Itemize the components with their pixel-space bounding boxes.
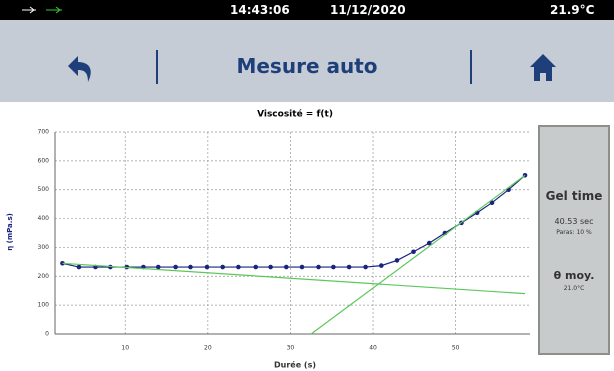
data-point	[284, 264, 289, 270]
y-tick-label: 400	[38, 215, 50, 222]
data-point	[204, 264, 210, 270]
y-tick-label: 0	[45, 331, 49, 338]
data-point	[426, 240, 432, 246]
gel-value: 40.53 sec	[554, 217, 594, 226]
chart: Viscosité = f(t) Durée (s) η (mPa.s) 0 10…	[6, 109, 530, 370]
data-point	[188, 264, 193, 270]
data-point	[253, 264, 259, 270]
usb-icons	[22, 6, 62, 14]
back-button[interactable]	[64, 54, 98, 84]
data-point	[316, 264, 321, 270]
data-point	[363, 264, 368, 270]
data-point	[489, 200, 495, 205]
data-point	[394, 258, 400, 263]
chart-title: Viscosité = f(t)	[257, 109, 333, 120]
separator	[156, 50, 158, 84]
y-axis-label: η (mPa.s)	[6, 213, 14, 251]
x-tick-label: 40	[369, 345, 377, 352]
data-point	[331, 264, 336, 270]
gel-note: Paras: 10 %	[556, 229, 592, 236]
y-tick-label: 700	[38, 129, 50, 136]
separator	[470, 50, 472, 84]
gel-label: Gel time	[545, 189, 603, 203]
series-line	[62, 174, 526, 268]
date: 11/12/2020	[330, 3, 406, 17]
series-line	[62, 262, 526, 295]
x-tick-label: 20	[204, 345, 212, 352]
temperature: 21.9°C	[550, 3, 595, 17]
temp-label: θ moy.	[553, 269, 595, 282]
temp-value: 21.0°C	[563, 285, 585, 292]
y-tick-label: 500	[38, 186, 50, 193]
header-title: Mesure auto	[236, 54, 378, 78]
data-point	[268, 264, 273, 270]
y-tick-label: 200	[38, 273, 50, 280]
y-tick-label: 300	[38, 244, 50, 251]
x-tick-label: 50	[452, 345, 460, 352]
status-bar: 14:43:06 11/12/2020 21.9°C	[0, 0, 614, 20]
data-point	[76, 264, 82, 270]
home-button[interactable]	[528, 52, 558, 84]
series-line	[310, 174, 526, 335]
data-point	[346, 264, 352, 270]
data-point	[155, 264, 161, 270]
data-point	[236, 264, 241, 270]
x-tick-label: 10	[121, 345, 129, 352]
x-tick-label: 30	[287, 345, 295, 352]
data-point	[220, 264, 225, 270]
y-tick-label: 600	[38, 157, 50, 164]
data-point	[60, 261, 65, 266]
data-point	[299, 264, 305, 270]
side-panel: Gel time 40.53 sec Paras: 10 % θ moy. 21…	[538, 125, 610, 355]
header: Mesure auto	[0, 20, 614, 102]
data-point	[379, 263, 384, 268]
time: 14:43:06	[230, 3, 290, 17]
data-point	[411, 249, 416, 255]
data-point	[173, 264, 178, 270]
x-axis-label: Durée (s)	[274, 360, 316, 370]
y-tick-label: 100	[38, 302, 50, 309]
